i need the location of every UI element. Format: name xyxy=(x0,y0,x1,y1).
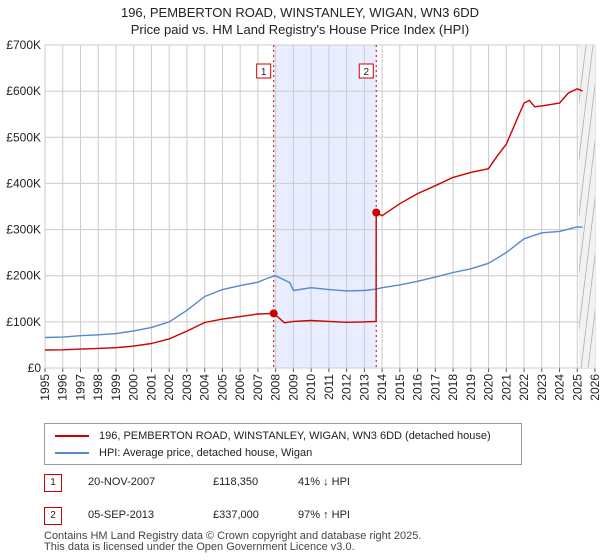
x-tick-label: 2004 xyxy=(198,374,212,401)
x-tick-label: 2016 xyxy=(411,374,425,401)
forecast-hatch-line xyxy=(587,308,596,368)
legend-label-property: 196, PEMBERTON ROAD, WINSTANLEY, WIGAN, … xyxy=(99,430,491,442)
x-tick-label: 2023 xyxy=(535,374,549,401)
x-tick-label: 2017 xyxy=(428,374,442,401)
x-tick-label: 2006 xyxy=(233,374,247,401)
footer-copyright: Contains HM Land Registry data © Crown c… xyxy=(44,530,422,542)
x-tick-label: 2011 xyxy=(322,374,336,400)
shaded-period xyxy=(273,45,377,368)
sale-price: £337,000 xyxy=(213,509,259,521)
x-tick-label: 2008 xyxy=(269,374,283,401)
y-tick-label: £100K xyxy=(6,315,41,329)
footer-notice: Contains HM Land Registry data © Crown c… xyxy=(44,531,421,553)
y-tick-label: £200K xyxy=(6,269,41,283)
x-tick-label: 2021 xyxy=(499,374,513,401)
sale-number-badge: 1 xyxy=(44,474,62,492)
x-tick-label: 2018 xyxy=(446,374,460,401)
sale-row: 2 05-SEP-2013 £337,000 97% ↑ HPI xyxy=(44,507,564,527)
y-tick-label: £300K xyxy=(6,223,41,237)
x-tick-label: 2005 xyxy=(215,374,229,401)
legend-swatch-hpi xyxy=(55,452,89,454)
x-tick-label: 1995 xyxy=(38,374,52,401)
x-tick-label: 2015 xyxy=(393,374,407,401)
x-tick-label: 2024 xyxy=(553,374,567,401)
x-tick-label: 1996 xyxy=(56,374,70,401)
x-tick-label: 2010 xyxy=(304,374,318,401)
x-tick-label: 2019 xyxy=(464,374,478,401)
y-tick-label: £500K xyxy=(6,130,41,144)
sale-number-label: 2 xyxy=(363,67,369,78)
x-tick-label: 2014 xyxy=(375,374,389,401)
sale-number-box xyxy=(358,63,374,79)
sale-number-box xyxy=(256,63,272,79)
price-chart: 1 2 £0 £100K £200K £300K £400K £500K £600K £700K… xyxy=(6,38,600,401)
chart-title: 196, PEMBERTON ROAD, WINSTANLEY, WIGAN, … xyxy=(120,5,480,20)
forecast-hatch-line xyxy=(579,195,596,331)
x-tick-label: 1998 xyxy=(91,374,105,401)
x-tick-label: 2020 xyxy=(482,374,496,401)
sale-point-marker xyxy=(269,309,278,318)
sale-price: £118,350 xyxy=(213,476,259,488)
x-tick-label: 2000 xyxy=(127,374,141,401)
x-tick-label: 2012 xyxy=(340,374,354,401)
sale-number-label: 1 xyxy=(261,67,267,78)
forecast-hatch-line xyxy=(579,45,594,162)
x-tick-label: 1999 xyxy=(109,374,123,401)
y-tick-label: £700K xyxy=(6,38,41,52)
x-tick-label: 2009 xyxy=(286,374,300,401)
sale-number-badge: 2 xyxy=(44,507,62,525)
sale-hpi-comparison: 97% ↑ HPI xyxy=(298,509,350,521)
x-tick-label: 2003 xyxy=(180,374,194,401)
sale-point-marker xyxy=(372,208,381,217)
y-tick-label: £0 xyxy=(28,361,42,375)
hpi-series-line xyxy=(44,226,583,339)
chart-legend: 196, PEMBERTON ROAD, WINSTANLEY, WIGAN, … xyxy=(44,423,522,465)
y-tick-label: £600K xyxy=(6,84,41,98)
x-tick-label: 2002 xyxy=(162,374,176,401)
sale-row: 1 20-NOV-2007 £118,350 41% ↓ HPI xyxy=(44,474,564,494)
forecast-hatch-line xyxy=(579,138,596,275)
forecast-hatch-line xyxy=(579,82,596,218)
legend-swatch-property xyxy=(55,435,89,437)
y-tick-label: £400K xyxy=(6,176,41,190)
property-series-line xyxy=(44,88,583,351)
legend-item-hpi: HPI: Average price, detached house, Wiga… xyxy=(55,445,312,461)
legend-label-hpi: HPI: Average price, detached house, Wiga… xyxy=(99,447,313,459)
x-tick-label: 2022 xyxy=(517,374,531,401)
sale-date: 20-NOV-2007 xyxy=(88,476,156,488)
forecast-hatch-line xyxy=(580,251,596,368)
x-tick-label: 2013 xyxy=(357,374,371,401)
x-tick-label: 2026 xyxy=(588,374,600,401)
footer-license: This data is licensed under the Open Gov… xyxy=(44,541,355,553)
x-tick-label: 2001 xyxy=(144,374,158,401)
forecast-hatch-line xyxy=(594,365,596,368)
chart-subtitle: Price paid vs. HM Land Registry's House … xyxy=(130,22,470,37)
x-tick-label: 2025 xyxy=(570,374,584,401)
sale-hpi-comparison: 41% ↓ HPI xyxy=(298,476,350,488)
sale-date: 05-SEP-2013 xyxy=(88,509,155,521)
legend-item-property: 196, PEMBERTON ROAD, WINSTANLEY, WIGAN, … xyxy=(55,428,491,444)
x-tick-label: 2007 xyxy=(251,374,265,401)
x-tick-label: 1997 xyxy=(73,374,87,401)
forecast-hatch-line xyxy=(579,45,587,105)
